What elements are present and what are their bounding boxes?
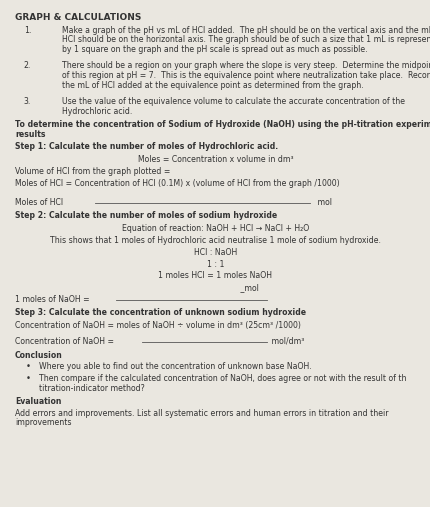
Text: •: • (26, 374, 31, 383)
Text: Evaluation: Evaluation (15, 396, 61, 406)
Text: of this region at pH = 7.  This is the equivalence point where neutralization ta: of this region at pH = 7. This is the eq… (62, 71, 430, 80)
Text: Volume of HCl from the graph plotted =: Volume of HCl from the graph plotted = (15, 167, 170, 176)
Text: Moles of HCl: Moles of HCl (15, 198, 65, 207)
Text: Step 2: Calculate the number of moles of sodium hydroxide: Step 2: Calculate the number of moles of… (15, 211, 276, 221)
Text: Step 1: Calculate the number of moles of Hydrochloric acid.: Step 1: Calculate the number of moles of… (15, 141, 278, 151)
Text: Moles = Concentration x volume in dm³: Moles = Concentration x volume in dm³ (137, 155, 293, 164)
Text: GRAPH & CALCULATIONS: GRAPH & CALCULATIONS (15, 13, 141, 22)
Text: 1 moles of NaOH =: 1 moles of NaOH = (15, 295, 92, 304)
Text: 1.: 1. (24, 25, 31, 34)
Text: Hydrochloric acid.: Hydrochloric acid. (62, 107, 132, 116)
Text: Conclusion: Conclusion (15, 350, 63, 359)
Text: mol: mol (314, 198, 331, 207)
Text: _mol: _mol (172, 283, 258, 292)
Text: Use the value of the equivalence volume to calculate the accurate concentration : Use the value of the equivalence volume … (62, 97, 405, 106)
Text: mol/dm³: mol/dm³ (269, 337, 304, 346)
Text: 3.: 3. (24, 97, 31, 106)
Text: by 1 square on the graph and the pH scale is spread out as much as possible.: by 1 square on the graph and the pH scal… (62, 45, 367, 54)
Text: Add errors and improvements. List all systematic errors and human errors in titr: Add errors and improvements. List all sy… (15, 409, 388, 418)
Text: HCl : NaOH: HCl : NaOH (194, 247, 236, 257)
Text: HCl should be on the horizontal axis. The graph should be of such a size that 1 : HCl should be on the horizontal axis. Th… (62, 35, 430, 45)
Text: This shows that 1 moles of Hydrochloric acid neutralise 1 mole of sodium hydroxi: This shows that 1 moles of Hydrochloric … (50, 236, 380, 245)
Text: Moles of HCl = Concentration of HCl (0.1M) x (volume of HCl from the graph /1000: Moles of HCl = Concentration of HCl (0.1… (15, 179, 339, 189)
Text: improvements: improvements (15, 418, 71, 427)
Text: To determine the concentration of Sodium of Hydroxide (NaOH) using the pH-titrat: To determine the concentration of Sodium… (15, 120, 430, 129)
Text: Make a graph of the pH vs mL of HCl added.  The pH should be on the vertical axi: Make a graph of the pH vs mL of HCl adde… (62, 25, 430, 34)
Text: Step 3: Calculate the concentration of unknown sodium hydroxide: Step 3: Calculate the concentration of u… (15, 308, 305, 317)
Text: There should be a region on your graph where the slope is very steep.  Determine: There should be a region on your graph w… (62, 61, 430, 70)
Text: Equation of reaction: NaOH + HCl → NaCl + H₂O: Equation of reaction: NaOH + HCl → NaCl … (122, 224, 308, 233)
Text: titration-indicator method?: titration-indicator method? (39, 384, 144, 393)
Text: 2.: 2. (24, 61, 31, 70)
Text: Where you able to find out the concentration of unknown base NaOH.: Where you able to find out the concentra… (39, 363, 311, 372)
Text: the mL of HCl added at the equivalence point as determined from the graph.: the mL of HCl added at the equivalence p… (62, 81, 363, 90)
Text: results: results (15, 130, 46, 139)
Text: Then compare if the calculated concentration of NaOH, does agree or not with the: Then compare if the calculated concentra… (39, 374, 405, 383)
Text: 1 : 1: 1 : 1 (206, 260, 224, 269)
Text: Concentration of NaOH = moles of NaOH ÷ volume in dm³ (25cm³ /1000): Concentration of NaOH = moles of NaOH ÷ … (15, 320, 300, 330)
Text: •: • (26, 363, 31, 372)
Text: 1 moles HCl = 1 moles NaOH: 1 moles HCl = 1 moles NaOH (158, 271, 272, 280)
Text: Concentration of NaOH =: Concentration of NaOH = (15, 337, 116, 346)
